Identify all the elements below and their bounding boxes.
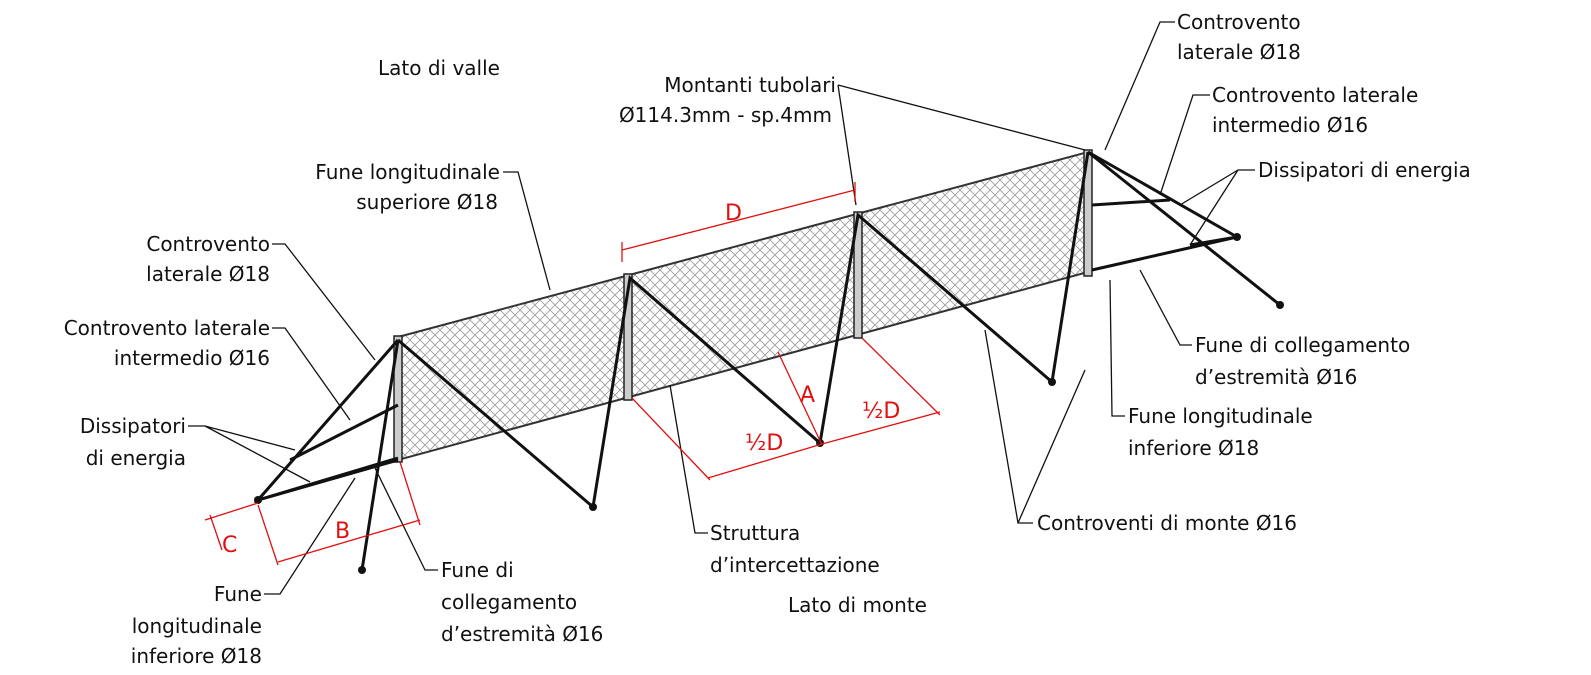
label: di energia [86, 446, 186, 470]
label: Fune longitudinale [1128, 404, 1313, 428]
label: Ø114.3mm - sp.4mm [619, 103, 832, 127]
label: inferiore Ø18 [1128, 436, 1259, 460]
label: Controvento [1177, 10, 1301, 34]
label: d’estremità Ø16 [441, 622, 603, 646]
label: inferiore Ø18 [131, 644, 262, 668]
label: Controvento laterale [1212, 83, 1418, 107]
label: d’intercettazione [710, 553, 880, 577]
label: laterale Ø18 [1177, 40, 1301, 64]
dim-label: A [800, 383, 815, 408]
label: longitudinale [132, 614, 262, 638]
label: Dissipatori di energia [1258, 158, 1471, 182]
side-label: Lato di monte [788, 593, 927, 617]
dim-label: ½D [862, 399, 900, 424]
dim-label: D [725, 201, 742, 226]
label: superiore Ø18 [356, 190, 498, 214]
label: Controvento laterale [64, 316, 270, 340]
label: Fune [214, 582, 262, 606]
side-label: Lato di valle [378, 56, 500, 80]
label: d’estremità Ø16 [1195, 365, 1357, 389]
label: Fune longitudinale [315, 160, 500, 184]
label: Fune di [441, 558, 514, 582]
label: Dissipatori [80, 414, 186, 438]
dim-label: ½D [745, 431, 783, 456]
label: Struttura [710, 521, 800, 545]
label: Fune di collegamento [1195, 333, 1410, 357]
label: intermedio Ø16 [1212, 113, 1368, 137]
label: Controvento [146, 232, 270, 256]
label: Montanti tubolari [664, 73, 836, 97]
dim-label: C [222, 533, 237, 558]
label: intermedio Ø16 [114, 346, 270, 370]
label: Controventi di monte Ø16 [1037, 511, 1297, 535]
diagram: D A ½D ½D B C Lato di valle Lato di mont… [0, 0, 1591, 675]
label: collegamento [441, 590, 577, 614]
label: laterale Ø18 [146, 262, 270, 286]
dim-label: B [335, 519, 350, 544]
